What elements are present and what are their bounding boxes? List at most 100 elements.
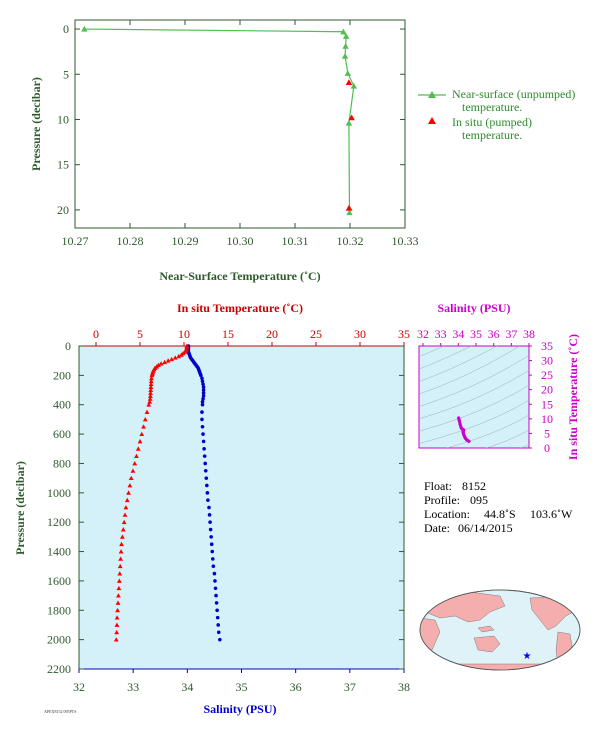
float-location-marker: ★ xyxy=(523,651,532,662)
temperature-point xyxy=(142,417,148,422)
temperature-point xyxy=(148,381,154,387)
salinity-point xyxy=(201,388,206,392)
top-y-tick-label: 20 xyxy=(57,203,69,217)
salinity-point xyxy=(201,385,206,389)
temperature-point xyxy=(115,607,120,613)
ts-x-tick-label: 36 xyxy=(488,327,500,341)
temperature-point xyxy=(114,622,120,627)
salinity-point xyxy=(201,432,205,436)
temperature-point xyxy=(114,615,120,620)
salinity-point xyxy=(205,483,209,488)
salinity-tick-label: 35 xyxy=(236,680,248,694)
profile-plot-frame xyxy=(78,345,405,670)
ts-point xyxy=(458,422,462,426)
temperature-point xyxy=(121,519,127,525)
salinity-point xyxy=(212,571,217,576)
salinity-point xyxy=(200,402,205,407)
temperature-point xyxy=(116,585,122,591)
temperature-point xyxy=(116,593,121,598)
salinity-point xyxy=(209,535,213,539)
salinity-point xyxy=(200,410,204,414)
ts-x-tick-label: 33 xyxy=(435,327,447,341)
salinity-tick-label: 32 xyxy=(73,680,85,694)
legend-label-in-situ-2: temperature. xyxy=(462,128,522,142)
legend-marker-in-situ xyxy=(428,117,436,124)
temperature-point xyxy=(135,446,141,451)
location-map: ★ xyxy=(419,589,581,671)
pressure-tick-label: 800 xyxy=(53,456,71,470)
temperature-tick-label: 10 xyxy=(178,327,190,341)
salinity-point xyxy=(208,527,213,532)
salinity-point xyxy=(210,549,215,554)
temperature-point xyxy=(119,541,124,547)
temperature-point xyxy=(132,461,138,466)
near-surface-point xyxy=(346,209,353,216)
ts-y-axis-label: In situ Temperature (˚C) xyxy=(566,334,580,460)
pressure-tick-label: 2200 xyxy=(47,662,71,676)
near-surface-point xyxy=(344,70,351,76)
temperature-tick-label: 5 xyxy=(137,327,143,341)
salinity-point xyxy=(214,601,219,605)
temperature-point xyxy=(144,409,150,414)
location-lon: 103.6˚W xyxy=(530,507,573,521)
temperature-point xyxy=(123,505,129,510)
legend-marker-near-surface xyxy=(428,91,436,98)
ts-plot-frame xyxy=(418,345,530,449)
salinity-point xyxy=(200,399,205,404)
salinity-point xyxy=(201,397,205,401)
temperature-point xyxy=(149,372,155,378)
temperature-point xyxy=(148,378,154,384)
temperature-point xyxy=(147,396,153,401)
ts-point xyxy=(457,418,461,422)
near-surface-point xyxy=(81,25,88,32)
temperature-point xyxy=(147,393,153,398)
salinity-point xyxy=(216,623,221,627)
near-surface-chart: 10.27 10.28 10.29 10.30 10.31 10.32 10.33 0510… xyxy=(29,19,575,283)
float-label: Float: xyxy=(424,479,452,493)
temperature-point xyxy=(162,359,168,365)
in-situ-point xyxy=(345,79,353,85)
profile-value: 095 xyxy=(470,493,488,507)
temperature-axis-label: In situ Temperature (˚C) xyxy=(177,301,303,315)
salinity-tick-label: 36 xyxy=(290,680,302,694)
near-surface-point xyxy=(340,28,347,35)
temperature-ticks: 0 5 10 15 20 25 30 35 xyxy=(93,327,410,346)
top-series xyxy=(81,25,358,216)
salinity-point xyxy=(210,557,215,561)
ts-y-tick-label: 25 xyxy=(541,368,553,382)
salinity-point xyxy=(199,373,203,378)
top-y-tick-label: 15 xyxy=(57,158,69,172)
temperature-point xyxy=(118,549,124,554)
near-surface-point xyxy=(342,33,350,39)
pressure-tick-label: 1600 xyxy=(47,574,71,588)
salinity-point xyxy=(202,446,206,451)
legend-label-in-situ-1: In situ (pumped) xyxy=(452,115,532,129)
salinity-axis-label: Salinity (PSU) xyxy=(203,702,276,716)
temperature-point xyxy=(124,497,130,503)
salinity-tick-label: 37 xyxy=(344,680,356,694)
pressure-ticks: 0 200 400 600 800 1000 1200 1400 1600 1800 2000 220… xyxy=(47,339,404,676)
ts-y-tick-label: 10 xyxy=(541,412,553,426)
salinity-point xyxy=(215,615,220,620)
top-x-tick-label: 10.28 xyxy=(117,234,144,248)
top-x-ticks: 10.27 10.28 10.29 10.30 10.31 10.32 10.33 xyxy=(62,20,419,248)
salinity-ticks: 32 33 34 35 36 37 38 xyxy=(73,669,410,694)
top-x-tick-label: 10.29 xyxy=(172,234,199,248)
ts-x-tick-label: 35 xyxy=(470,327,482,341)
date-value: 06/14/2015 xyxy=(458,521,513,535)
top-x-tick-label: 10.31 xyxy=(282,234,309,248)
temperature-point xyxy=(146,402,152,407)
top-y-tick-label: 0 xyxy=(63,22,69,36)
top-plot-frame xyxy=(74,19,406,229)
footer-code: APEX8152 095PTS xyxy=(44,709,76,714)
ts-y-tick-label: 30 xyxy=(541,354,553,368)
temperature-point xyxy=(114,629,120,635)
temperature-point xyxy=(127,483,133,488)
temperature-point xyxy=(172,355,178,360)
salinity-point xyxy=(204,476,209,480)
float-value: 8152 xyxy=(462,479,486,493)
temperature-point xyxy=(148,387,154,392)
temperature-tick-label: 30 xyxy=(354,327,366,341)
top-y-tick-label: 5 xyxy=(63,67,69,81)
ts-point xyxy=(467,439,471,443)
